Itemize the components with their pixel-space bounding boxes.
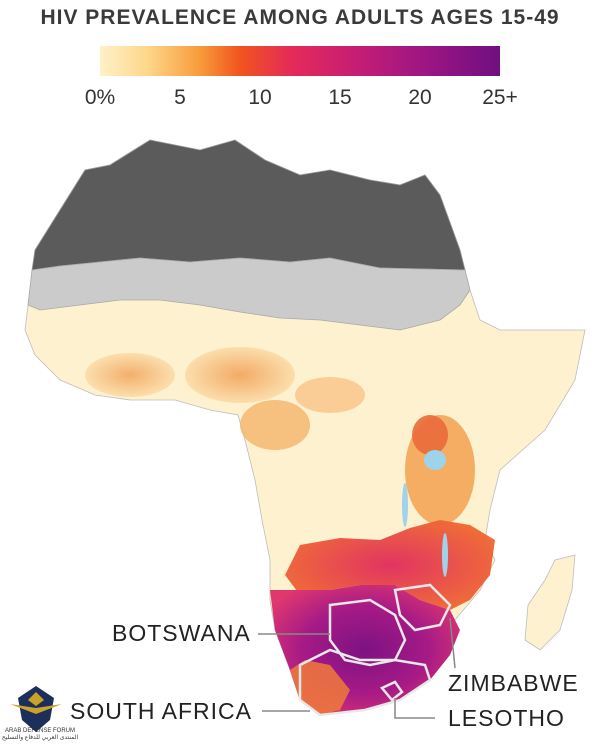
legend-tick-10: 10 [248, 86, 272, 109]
lake-victoria [424, 450, 446, 470]
lake-malawi [442, 533, 448, 577]
legend-tick-5: 5 [174, 86, 186, 109]
zimbabwe-outline [393, 583, 452, 632]
north-africa-no-data [31, 139, 466, 271]
south-africa-outline [298, 648, 432, 717]
southern-band [285, 520, 495, 610]
watermark-line-1: ARAB DEFENSE FORUM [4, 728, 75, 734]
madagascar [524, 554, 576, 651]
label-zimbabwe: ZIMBABWE [448, 670, 579, 696]
uganda-patch [412, 415, 448, 455]
legend-tick-15: 15 [328, 86, 352, 109]
legend-tick-25-plus: 25+ [482, 86, 518, 109]
central-patch [295, 377, 365, 413]
map-title: HIV PREVALENCE AMONG ADULTS AGES 15-49 [40, 6, 560, 29]
watermark-text: ARAB DEFENSE FORUM المنتدى العربي للدفاع… [0, 728, 80, 741]
zimbabwe-leader [449, 617, 456, 669]
legend-tick-0: 0% [84, 86, 116, 109]
lake-tanganyika [402, 483, 408, 527]
legend-color-bar [100, 46, 500, 76]
sahel-no-data [27, 257, 471, 331]
south-africa-west [290, 660, 350, 715]
west-africa-patch [85, 353, 175, 397]
legend-tick-20: 20 [408, 86, 432, 109]
cameroon-patch [240, 400, 310, 450]
label-south-africa: SOUTH AFRICA [70, 698, 252, 724]
lesotho-leader [394, 698, 435, 719]
label-botswana: BOTSWANA [112, 620, 251, 646]
forum-logo-icon [10, 686, 62, 732]
label-lesotho: LESOTHO [448, 705, 565, 731]
lesotho-outline [379, 680, 404, 702]
watermark-line-2: المنتدى العربي للدفاع والتسليح [1, 735, 79, 741]
nigeria-patch [185, 347, 295, 403]
